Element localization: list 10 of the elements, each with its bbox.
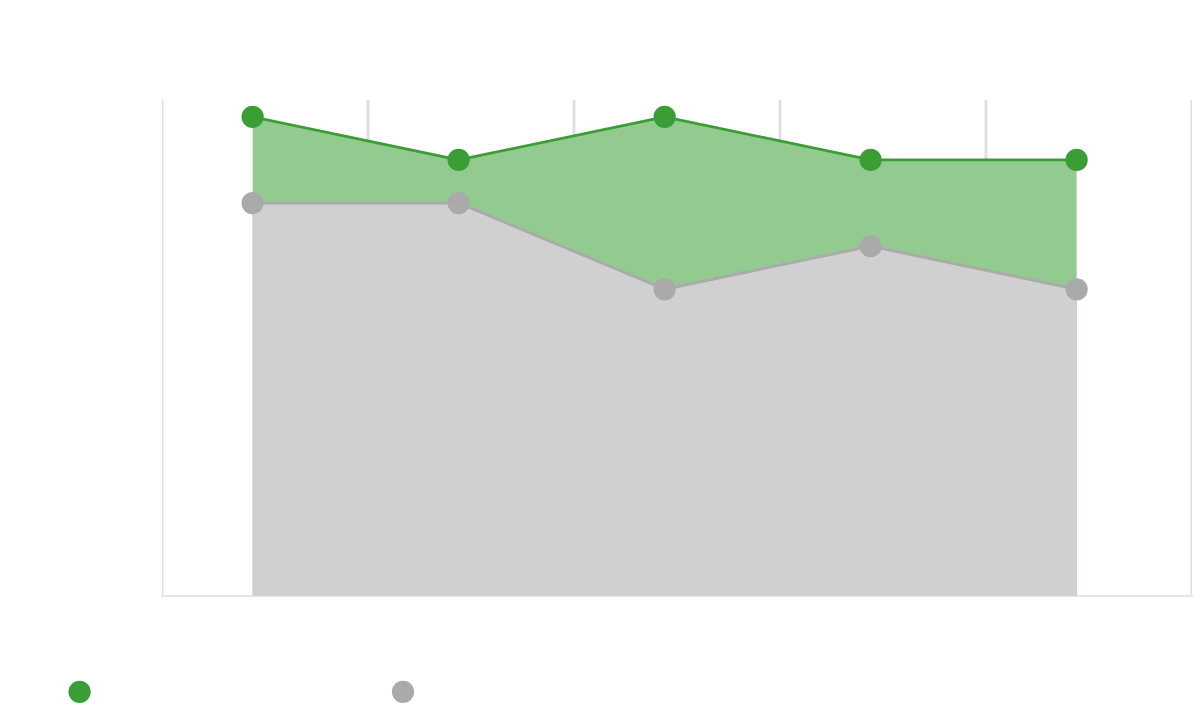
point	[1065, 278, 1088, 301]
point	[653, 278, 676, 301]
point	[859, 148, 882, 172]
point	[447, 148, 470, 172]
point	[653, 105, 676, 128]
point	[447, 191, 470, 215]
point	[859, 235, 882, 258]
point	[241, 105, 264, 128]
point	[241, 191, 264, 215]
point	[1065, 148, 1088, 172]
